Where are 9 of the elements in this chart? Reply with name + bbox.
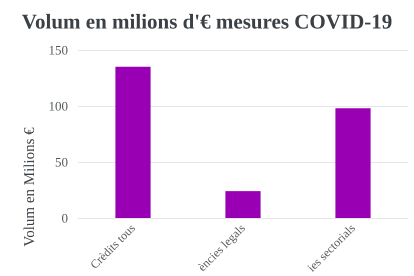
- bar: [335, 108, 371, 218]
- y-axis-title: Volum en Milions €: [22, 126, 38, 247]
- y-tick-label: 150: [48, 42, 68, 58]
- y-tick-label: 0: [62, 210, 68, 226]
- bar: [225, 191, 261, 218]
- y-tick-label: 50: [55, 154, 68, 170]
- chart-title: Volum en milions d'€ mesures COVID-19: [22, 10, 392, 34]
- y-tick-label: 100: [48, 98, 68, 114]
- bar: [115, 66, 151, 218]
